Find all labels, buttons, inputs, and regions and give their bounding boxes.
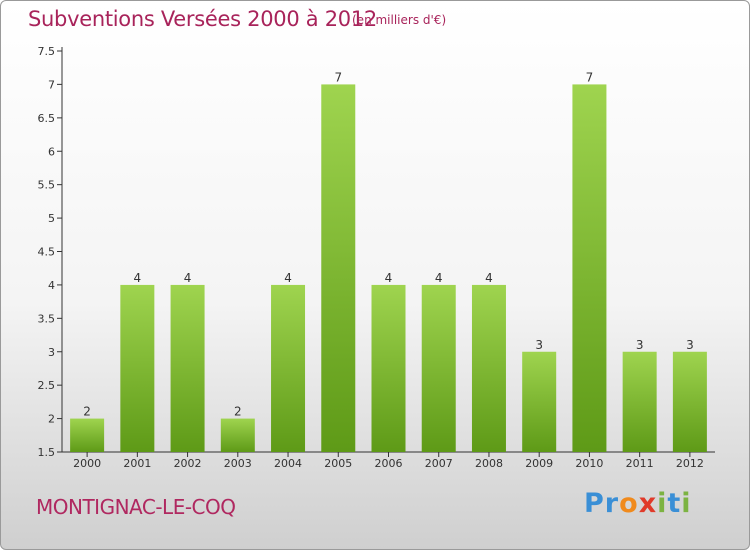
bar-2004 bbox=[271, 284, 306, 452]
data-label-2003: 2 bbox=[234, 405, 242, 419]
data-label-2000: 2 bbox=[83, 405, 91, 419]
x-axis-ticks: 2000 2001 2002 2003 2004 2005 2006 2007 2008 2009… bbox=[73, 452, 704, 470]
bars bbox=[70, 84, 707, 453]
x-tick-label-2009: 2009 bbox=[525, 457, 553, 470]
y-tick-label: 6.5 bbox=[38, 112, 56, 125]
bar-2001 bbox=[120, 284, 155, 452]
data-label-2008: 4 bbox=[485, 271, 493, 285]
y-tick-label: 2.5 bbox=[38, 379, 56, 392]
bar-2005 bbox=[321, 84, 356, 453]
bar-2010 bbox=[572, 84, 607, 453]
bar-2007 bbox=[421, 284, 456, 452]
x-tick-label-2008: 2008 bbox=[475, 457, 503, 470]
y-tick-label: 1.5 bbox=[38, 446, 56, 459]
data-label-2009: 3 bbox=[535, 338, 543, 352]
y-tick-label: 5.5 bbox=[38, 179, 56, 192]
y-tick-label: 2 bbox=[48, 413, 55, 426]
y-tick-label: 7 bbox=[48, 78, 55, 91]
data-label-2010: 7 bbox=[586, 70, 594, 84]
logo-letter: t bbox=[667, 488, 682, 519]
data-label-2006: 4 bbox=[385, 271, 393, 285]
chart-title: Subventions Versées 2000 à 2012 bbox=[28, 7, 377, 31]
chart-unit-label: (en milliers d'€) bbox=[352, 13, 447, 27]
x-tick-label-2002: 2002 bbox=[174, 457, 202, 470]
x-tick-label-2000: 2000 bbox=[73, 457, 101, 470]
data-label-2011: 3 bbox=[636, 338, 644, 352]
bar-2000 bbox=[70, 418, 105, 452]
y-tick-label: 3.5 bbox=[38, 312, 56, 325]
bar-2012 bbox=[672, 351, 707, 452]
commune-name: MONTIGNAC-LE-COQ bbox=[36, 495, 236, 519]
y-axis-ticks: 1.5 2 2.5 3 3.5 4 4.5 5 5.5 6 6.5 7 7.5 bbox=[38, 45, 62, 459]
y-tick-label: 5 bbox=[48, 212, 55, 225]
data-label-2002: 4 bbox=[184, 271, 192, 285]
data-label-2001: 4 bbox=[134, 271, 142, 285]
bar-2006 bbox=[371, 284, 406, 452]
data-label-2005: 7 bbox=[334, 70, 342, 84]
y-tick-label: 6 bbox=[48, 145, 55, 158]
proxiti-logo: Proxiti bbox=[584, 488, 692, 519]
x-tick-label-2005: 2005 bbox=[324, 457, 352, 470]
data-label-2004: 4 bbox=[284, 271, 292, 285]
bar-2003 bbox=[220, 418, 255, 452]
bar-2002 bbox=[170, 284, 205, 452]
y-tick-label: 4 bbox=[48, 279, 55, 292]
logo-letter: P bbox=[584, 488, 605, 519]
x-tick-label-2010: 2010 bbox=[575, 457, 603, 470]
y-tick-label: 3 bbox=[48, 346, 55, 359]
logo-letter: x bbox=[638, 488, 658, 519]
data-label-2007: 4 bbox=[435, 271, 443, 285]
logo-letter: r bbox=[604, 488, 620, 519]
y-tick-label: 4.5 bbox=[38, 246, 56, 259]
x-tick-label-2003: 2003 bbox=[224, 457, 252, 470]
x-tick-label-2006: 2006 bbox=[375, 457, 403, 470]
logo-letter: o bbox=[619, 488, 639, 519]
data-label-2012: 3 bbox=[686, 338, 694, 352]
data-labels: 2 4 4 2 4 7 4 4 4 3 7 3 3 bbox=[83, 70, 693, 418]
x-tick-label-2011: 2011 bbox=[626, 457, 654, 470]
bar-2011 bbox=[622, 351, 657, 452]
logo-letter: i bbox=[681, 488, 692, 519]
x-tick-label-2004: 2004 bbox=[274, 457, 302, 470]
x-tick-label-2012: 2012 bbox=[676, 457, 704, 470]
x-tick-label-2007: 2007 bbox=[425, 457, 453, 470]
bar-2008 bbox=[471, 284, 506, 452]
logo-letter: i bbox=[657, 488, 668, 519]
y-tick-label: 7.5 bbox=[38, 45, 56, 58]
x-tick-label-2001: 2001 bbox=[123, 457, 151, 470]
bar-2009 bbox=[522, 351, 557, 452]
